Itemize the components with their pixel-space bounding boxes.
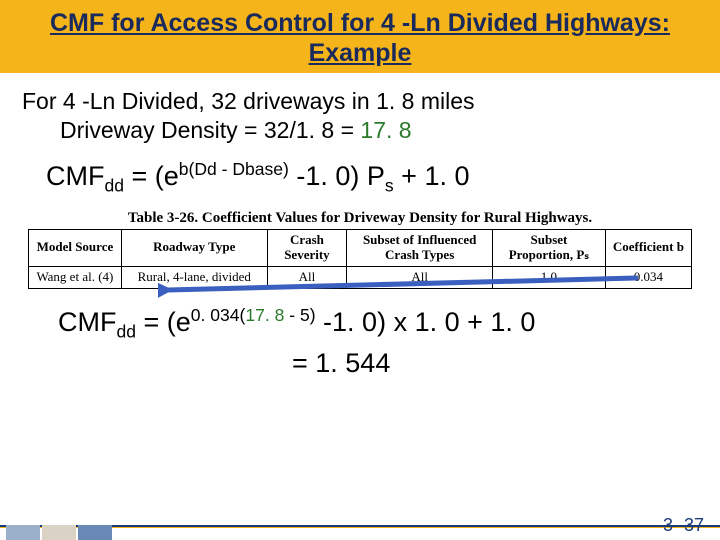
f2-lhs: CMF xyxy=(58,307,116,337)
table-header-row: Model Source Roadway Type Crash Severity… xyxy=(29,229,692,266)
formula-substituted: CMFdd = (e0. 034(17. 8 - 5) -1. 0) x 1. … xyxy=(22,305,698,342)
footer-color-blocks xyxy=(6,525,112,540)
th-crash-severity: Crash Severity xyxy=(267,229,347,266)
driveway-density-value: 17. 8 xyxy=(360,117,411,143)
td-crash-severity: All xyxy=(267,266,347,288)
footer-block-1 xyxy=(6,525,40,540)
intro-line-2: Driveway Density = 32/1. 8 = 17. 8 xyxy=(22,116,698,145)
title-bar: CMF for Access Control for 4 -Ln Divided… xyxy=(0,0,720,73)
formula-lhs: CMF xyxy=(46,161,104,191)
td-subset-crash: All xyxy=(347,266,493,288)
intro-line-1: For 4 -Ln Divided, 32 driveways in 1. 8 … xyxy=(22,87,698,116)
table-row: Wang et al. (4) Rural, 4-lane, divided A… xyxy=(29,266,692,288)
formula-general: CMFdd = (eb(Dd - Dbase) -1. 0) Ps + 1. 0 xyxy=(22,159,698,196)
coefficient-table: Model Source Roadway Type Crash Severity… xyxy=(28,229,692,289)
th-subset-crash: Subset of Influenced Crash Types xyxy=(347,229,493,266)
formula-lhs-sub: dd xyxy=(104,175,124,195)
footer-block-3 xyxy=(78,525,112,540)
td-subset-prop: 1.0 xyxy=(493,266,606,288)
coefficient-table-wrap: Table 3-26. Coefficient Values for Drive… xyxy=(28,210,692,289)
th-coefficient: Coefficient b xyxy=(605,229,691,266)
f2-tail: -1. 0) x 1. 0 + 1. 0 xyxy=(316,307,536,337)
slide-number: 3 -37 xyxy=(663,515,704,536)
td-roadway-type: Rural, 4-lane, divided xyxy=(121,266,267,288)
formula-tail: + 1. 0 xyxy=(394,161,470,191)
content-area: For 4 -Ln Divided, 32 driveways in 1. 8 … xyxy=(0,73,720,379)
th-roadway-type: Roadway Type xyxy=(121,229,267,266)
th-model-source: Model Source xyxy=(29,229,122,266)
table-caption: Table 3-26. Coefficient Values for Drive… xyxy=(28,210,692,227)
f2-exp: 0. 034(17. 8 - 5) xyxy=(191,305,316,325)
intro-text: For 4 -Ln Divided, 32 driveways in 1. 8 … xyxy=(22,87,698,145)
th-subset-prop: Subset Proportion, Pₛ xyxy=(493,229,606,266)
footer-block-2 xyxy=(42,525,76,540)
formula-eq: = (e xyxy=(124,161,179,191)
f2-lhs-sub: dd xyxy=(116,321,136,341)
formula-result: = 1. 544 xyxy=(22,348,698,379)
slide-title: CMF for Access Control for 4 -Ln Divided… xyxy=(20,8,700,68)
intro-line-2-text: Driveway Density = 32/1. 8 = xyxy=(60,117,360,143)
slide-footer: 3 -37 xyxy=(0,510,720,540)
f2-eq: = (e xyxy=(136,307,191,337)
formula-mid: -1. 0) P xyxy=(289,161,385,191)
formula-psub: s xyxy=(385,175,394,195)
formula-exp: b(Dd - Dbase) xyxy=(179,159,289,179)
td-coefficient: 0.034 xyxy=(605,266,691,288)
td-model-source: Wang et al. (4) xyxy=(29,266,122,288)
